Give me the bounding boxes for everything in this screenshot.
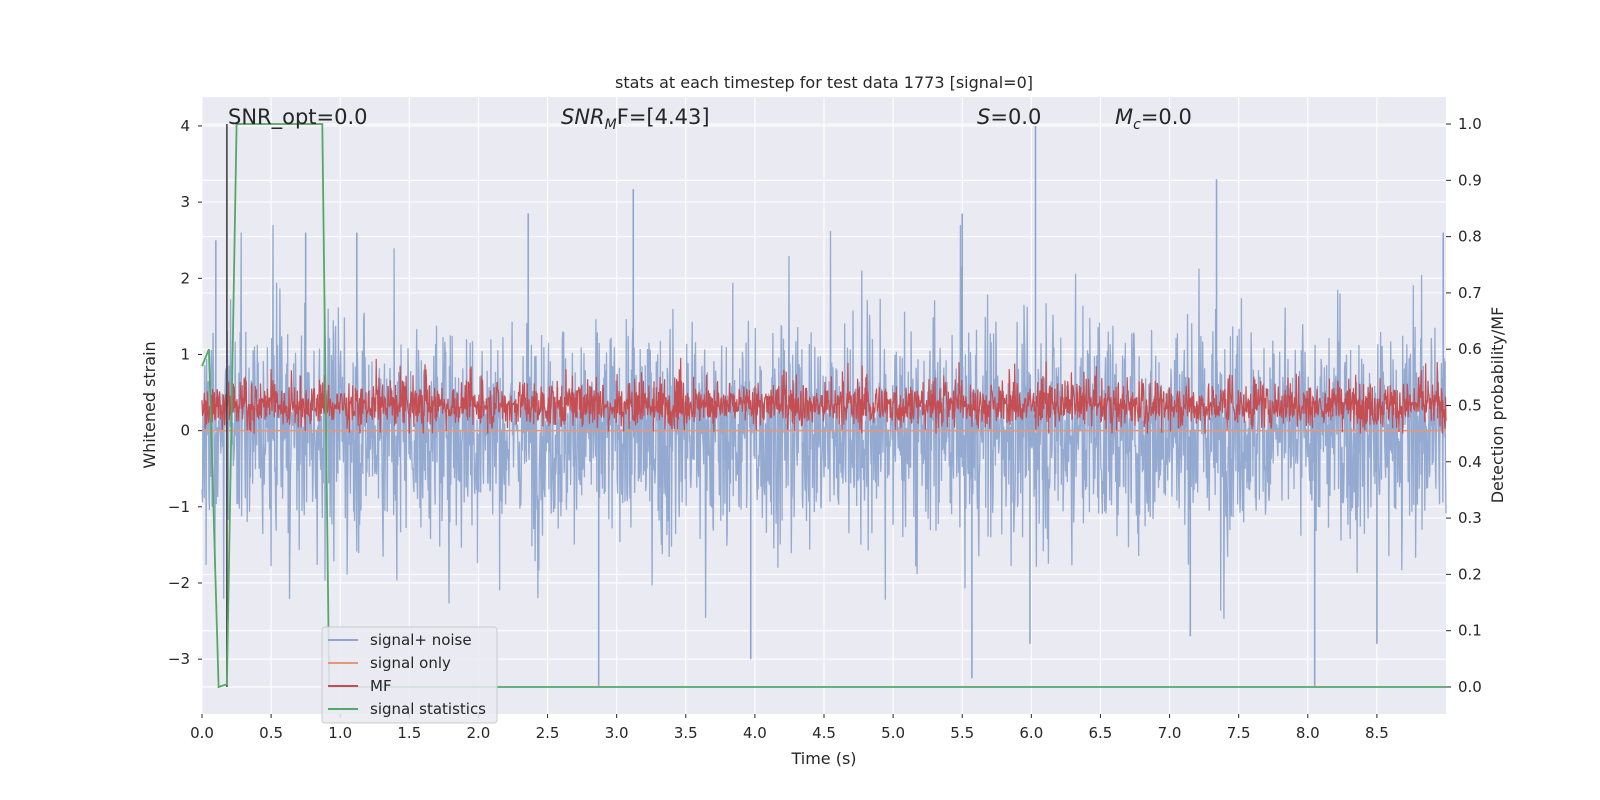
annotation-mc: Mc=0.0 [1115,105,1192,133]
y-tick-label-right: 0.2 [1458,565,1482,583]
y-tick-label-right: 1.0 [1458,115,1482,133]
annotation-snr-mf: SNRMF=[4.43] [561,105,710,133]
x-tick-label: 3.5 [674,724,698,742]
mc-base: M [1115,105,1133,129]
x-tick-label: 5.0 [881,724,905,742]
x-tick-label: 7.5 [1227,724,1251,742]
legend: signal+ noise signal only MF signal stat… [321,626,498,724]
y-tick-label-right: 0.1 [1458,622,1482,640]
y-tick-label-right: 0.7 [1458,284,1482,302]
x-tick-label: 4.5 [812,724,836,742]
legend-box [321,626,498,724]
y-tick-label-right: 0.8 [1458,228,1482,246]
s-var: S [977,105,990,129]
series-mf [201,357,1447,434]
y-tick-label: −1 [168,498,190,516]
y-tick-label: 2 [180,269,190,287]
legend-label-signal-statistics: signal statistics [370,700,486,718]
y-tick-label: −2 [168,574,190,592]
y-tick-label-right: 0.9 [1458,171,1482,189]
y-tick-label-right: 0.3 [1458,509,1482,527]
legend-label-mf: MF [370,677,392,695]
x-tick-label: 6.5 [1089,724,1113,742]
legend-label-signal-noise: signal+ noise [370,631,472,649]
x-tick-label: 6.0 [1019,724,1043,742]
x-tick-label: 7.0 [1158,724,1182,742]
y-tick-label: 0 [180,422,190,440]
y-axis-label-right: Detection probability/MF [1488,307,1507,504]
axes: 0.0 0.5 1.0 1.5 2.0 2.5 3.0 3.5 4.0 4.5 5.0 5.5 6.0 6… [168,115,1482,742]
annotation-s: S=0.0 [977,105,1041,129]
y-tick-label: 3 [180,193,190,211]
annotation-snr-opt: SNR_opt=0.0 [228,105,368,130]
x-tick-label: 4.0 [743,724,767,742]
y-tick-label-right: 0.4 [1458,453,1482,471]
y-tick-label-right: 0.0 [1458,678,1482,696]
snr-mf-base: SNR [561,105,605,129]
x-tick-label: 0.0 [190,724,214,742]
x-axis-label: Time (s) [790,749,856,768]
chart-title: stats at each timestep for test data 177… [615,73,1033,92]
x-tick-label: 8.0 [1296,724,1320,742]
y-tick-label: −3 [168,650,190,668]
y-axis-label: Whitened strain [140,341,159,468]
mc-sub: c [1133,117,1141,133]
x-tick-label: 3.0 [605,724,629,742]
s-rest: =0.0 [990,105,1041,129]
snr-mf-rest: F=[4.43] [617,105,710,129]
mc-rest: =0.0 [1141,105,1192,129]
snr-mf-sub: M [605,117,617,133]
legend-label-signal-only: signal only [370,654,451,672]
x-tick-label: 0.5 [259,724,283,742]
x-tick-label: 1.5 [397,724,421,742]
x-tick-label: 1.0 [328,724,352,742]
x-tick-label: 8.5 [1365,724,1389,742]
y-tick-label: 1 [180,345,190,363]
y-tick-label-right: 0.5 [1458,397,1482,415]
y-tick-label-right: 0.6 [1458,340,1482,358]
x-tick-label: 2.5 [536,724,560,742]
x-tick-label: 5.5 [950,724,974,742]
data-layer [201,123,1447,689]
x-tick-label: 2.0 [467,724,491,742]
y-tick-label: 4 [180,117,190,135]
